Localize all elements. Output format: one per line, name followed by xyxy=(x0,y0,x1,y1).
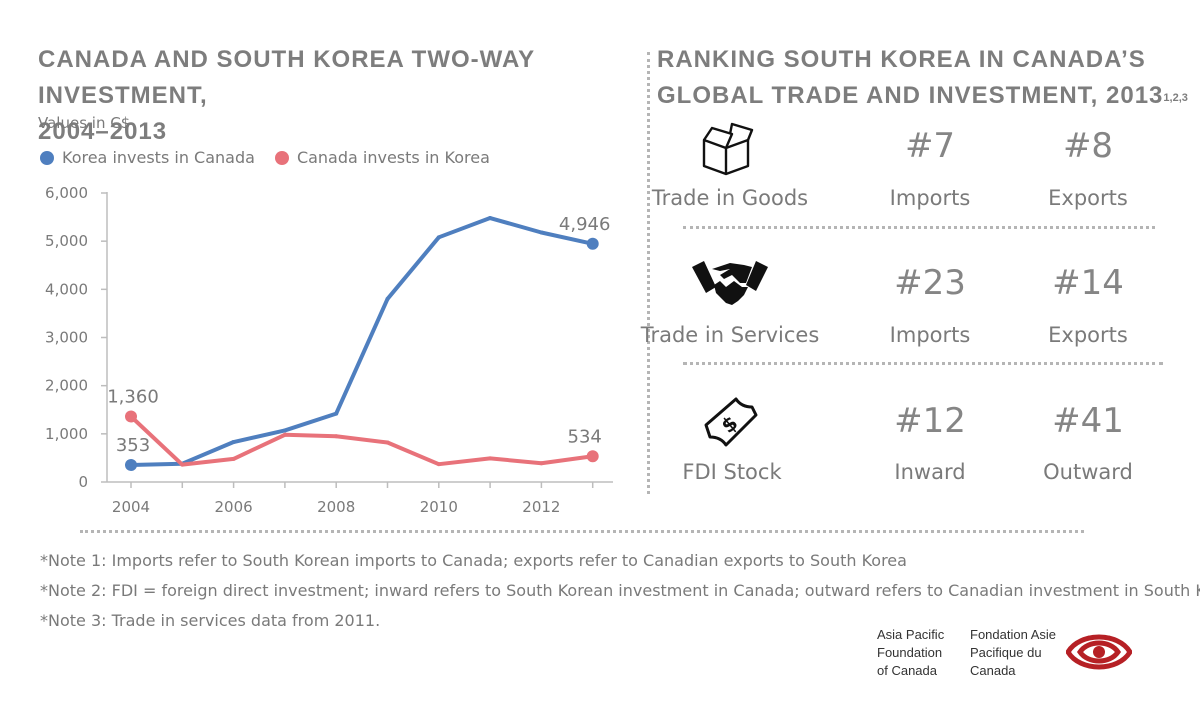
data-point xyxy=(180,462,185,467)
legend-label-canada: Canada invests in Korea xyxy=(296,148,490,167)
data-point xyxy=(334,434,339,439)
box-icon xyxy=(702,122,754,176)
ranking-row-goods: Trade in Goods #7 Imports #8 Exports xyxy=(650,118,1190,248)
ranking-title: Ranking South Korea in Canada’s global t… xyxy=(657,42,1197,114)
y-tick-label: 6,000 xyxy=(45,184,88,202)
data-point xyxy=(282,432,287,437)
org-name-line: Canada xyxy=(970,663,1016,678)
data-point xyxy=(231,456,236,461)
legend-label-korea: Korea invests in Canada xyxy=(62,148,255,167)
data-label: 353 xyxy=(116,435,150,456)
data-point xyxy=(385,440,390,445)
org-name-line: Foundation xyxy=(877,645,943,660)
org-name-english: Asia Pacific Foundation of Canada xyxy=(877,626,944,680)
x-tick-label: 2006 xyxy=(215,498,253,516)
ranking-title-line2: global trade and investment, 2013 xyxy=(657,82,1164,109)
series-line xyxy=(130,216,594,467)
data-point xyxy=(231,440,236,445)
data-point xyxy=(125,458,137,471)
data-point xyxy=(539,461,544,466)
data-label: 4,946 xyxy=(559,214,611,235)
ranking-label-exports: Exports xyxy=(1048,323,1128,347)
data-point xyxy=(586,450,599,463)
ranking-row-services: Trade in Services #23 Imports #14 Export… xyxy=(641,255,1190,385)
data-point xyxy=(539,230,544,235)
ranking-title-line1: Ranking South Korea in Canada’s xyxy=(657,46,1146,73)
chart-subtitle: Values in C$ xyxy=(38,114,131,132)
x-tick-label: 2004 xyxy=(112,498,150,516)
ranking-value-exports: #14 xyxy=(1052,263,1124,303)
money-icon: $ xyxy=(704,397,758,447)
vertical-divider xyxy=(647,52,650,494)
x-tick-label: 2010 xyxy=(420,498,458,516)
ranking-value-outward: #41 xyxy=(1052,401,1124,441)
ranking-category: Trade in Goods xyxy=(651,186,809,210)
ranking-label-exports: Exports xyxy=(1048,186,1128,210)
y-tick-label: 4,000 xyxy=(45,280,88,298)
chart-title: Canada and South Korea two-way investmen… xyxy=(38,42,638,150)
data-point xyxy=(334,411,339,416)
org-name-line: of Canada xyxy=(877,663,937,678)
org-name-line: Pacifique du xyxy=(970,645,1042,660)
data-label: 534 xyxy=(568,426,602,447)
y-tick-label: 1,000 xyxy=(45,425,88,443)
x-tick-label: 2012 xyxy=(522,498,560,516)
ranking-divider xyxy=(683,226,1155,229)
chart-legend: Korea invests in Canada Canada invests i… xyxy=(40,148,510,167)
series-line xyxy=(129,415,593,467)
x-tick-label: 2008 xyxy=(317,498,355,516)
note-2: *Note 2: FDI = foreign direct investment… xyxy=(40,581,1200,600)
data-point xyxy=(488,456,493,461)
ranking-title-footnotes: 1,2,3 xyxy=(1163,92,1188,104)
y-tick-label: 2,000 xyxy=(45,377,88,395)
y-tick-label: 5,000 xyxy=(45,232,88,250)
ranking-label-inward: Inward xyxy=(894,460,966,484)
ranking-label-imports: Imports xyxy=(889,323,971,347)
ranking-label-outward: Outward xyxy=(1043,460,1133,484)
chart-title-line2: 2004–2013 xyxy=(38,118,168,145)
ranking-label-imports: Imports xyxy=(889,186,971,210)
ranking-category: Trade in Services xyxy=(640,323,820,347)
data-point xyxy=(436,462,441,467)
y-tick-label: 0 xyxy=(78,473,88,491)
data-point xyxy=(586,237,599,250)
legend-item-korea: Korea invests in Canada xyxy=(40,148,255,167)
data-point xyxy=(282,428,287,433)
line-chart: 0 1,000 2,000 3,000 4,000 5,000 6,000 2004 2006 2… xyxy=(45,184,613,516)
ranking-category: FDI Stock xyxy=(682,460,782,484)
data-label: 1,360 xyxy=(107,386,159,407)
ranking-value-inward: #12 xyxy=(894,401,966,441)
data-point xyxy=(125,410,137,423)
y-tick-label: 3,000 xyxy=(45,329,88,347)
note-1: *Note 1: Imports refer to South Korean i… xyxy=(40,551,907,570)
org-name-french: Fondation Asie Pacifique du Canada xyxy=(970,626,1056,680)
data-point xyxy=(488,216,493,221)
note-3: *Note 3: Trade in services data from 201… xyxy=(40,611,381,630)
org-name-line: Asia Pacific xyxy=(877,627,945,642)
data-point xyxy=(436,235,441,240)
ranking-value-imports: #23 xyxy=(894,263,966,303)
foundation-logo xyxy=(1066,634,1132,670)
ranking-divider xyxy=(683,362,1163,365)
legend-item-canada: Canada invests in Korea xyxy=(274,148,490,167)
ranking-row-fdi: $ FDI Stock #12 Inward #41 Outward xyxy=(650,393,1190,523)
legend-marker-korea xyxy=(40,150,54,165)
org-name-line: Fondation Asie xyxy=(970,627,1057,642)
footer-divider xyxy=(80,530,1084,533)
legend-marker-canada xyxy=(274,150,289,165)
data-point xyxy=(385,296,390,301)
ranking-value-imports: #7 xyxy=(904,126,956,166)
handshake-icon xyxy=(692,261,768,305)
ranking-value-exports: #8 xyxy=(1062,126,1114,166)
chart-title-line1: Canada and South Korea two-way investmen… xyxy=(38,46,535,109)
